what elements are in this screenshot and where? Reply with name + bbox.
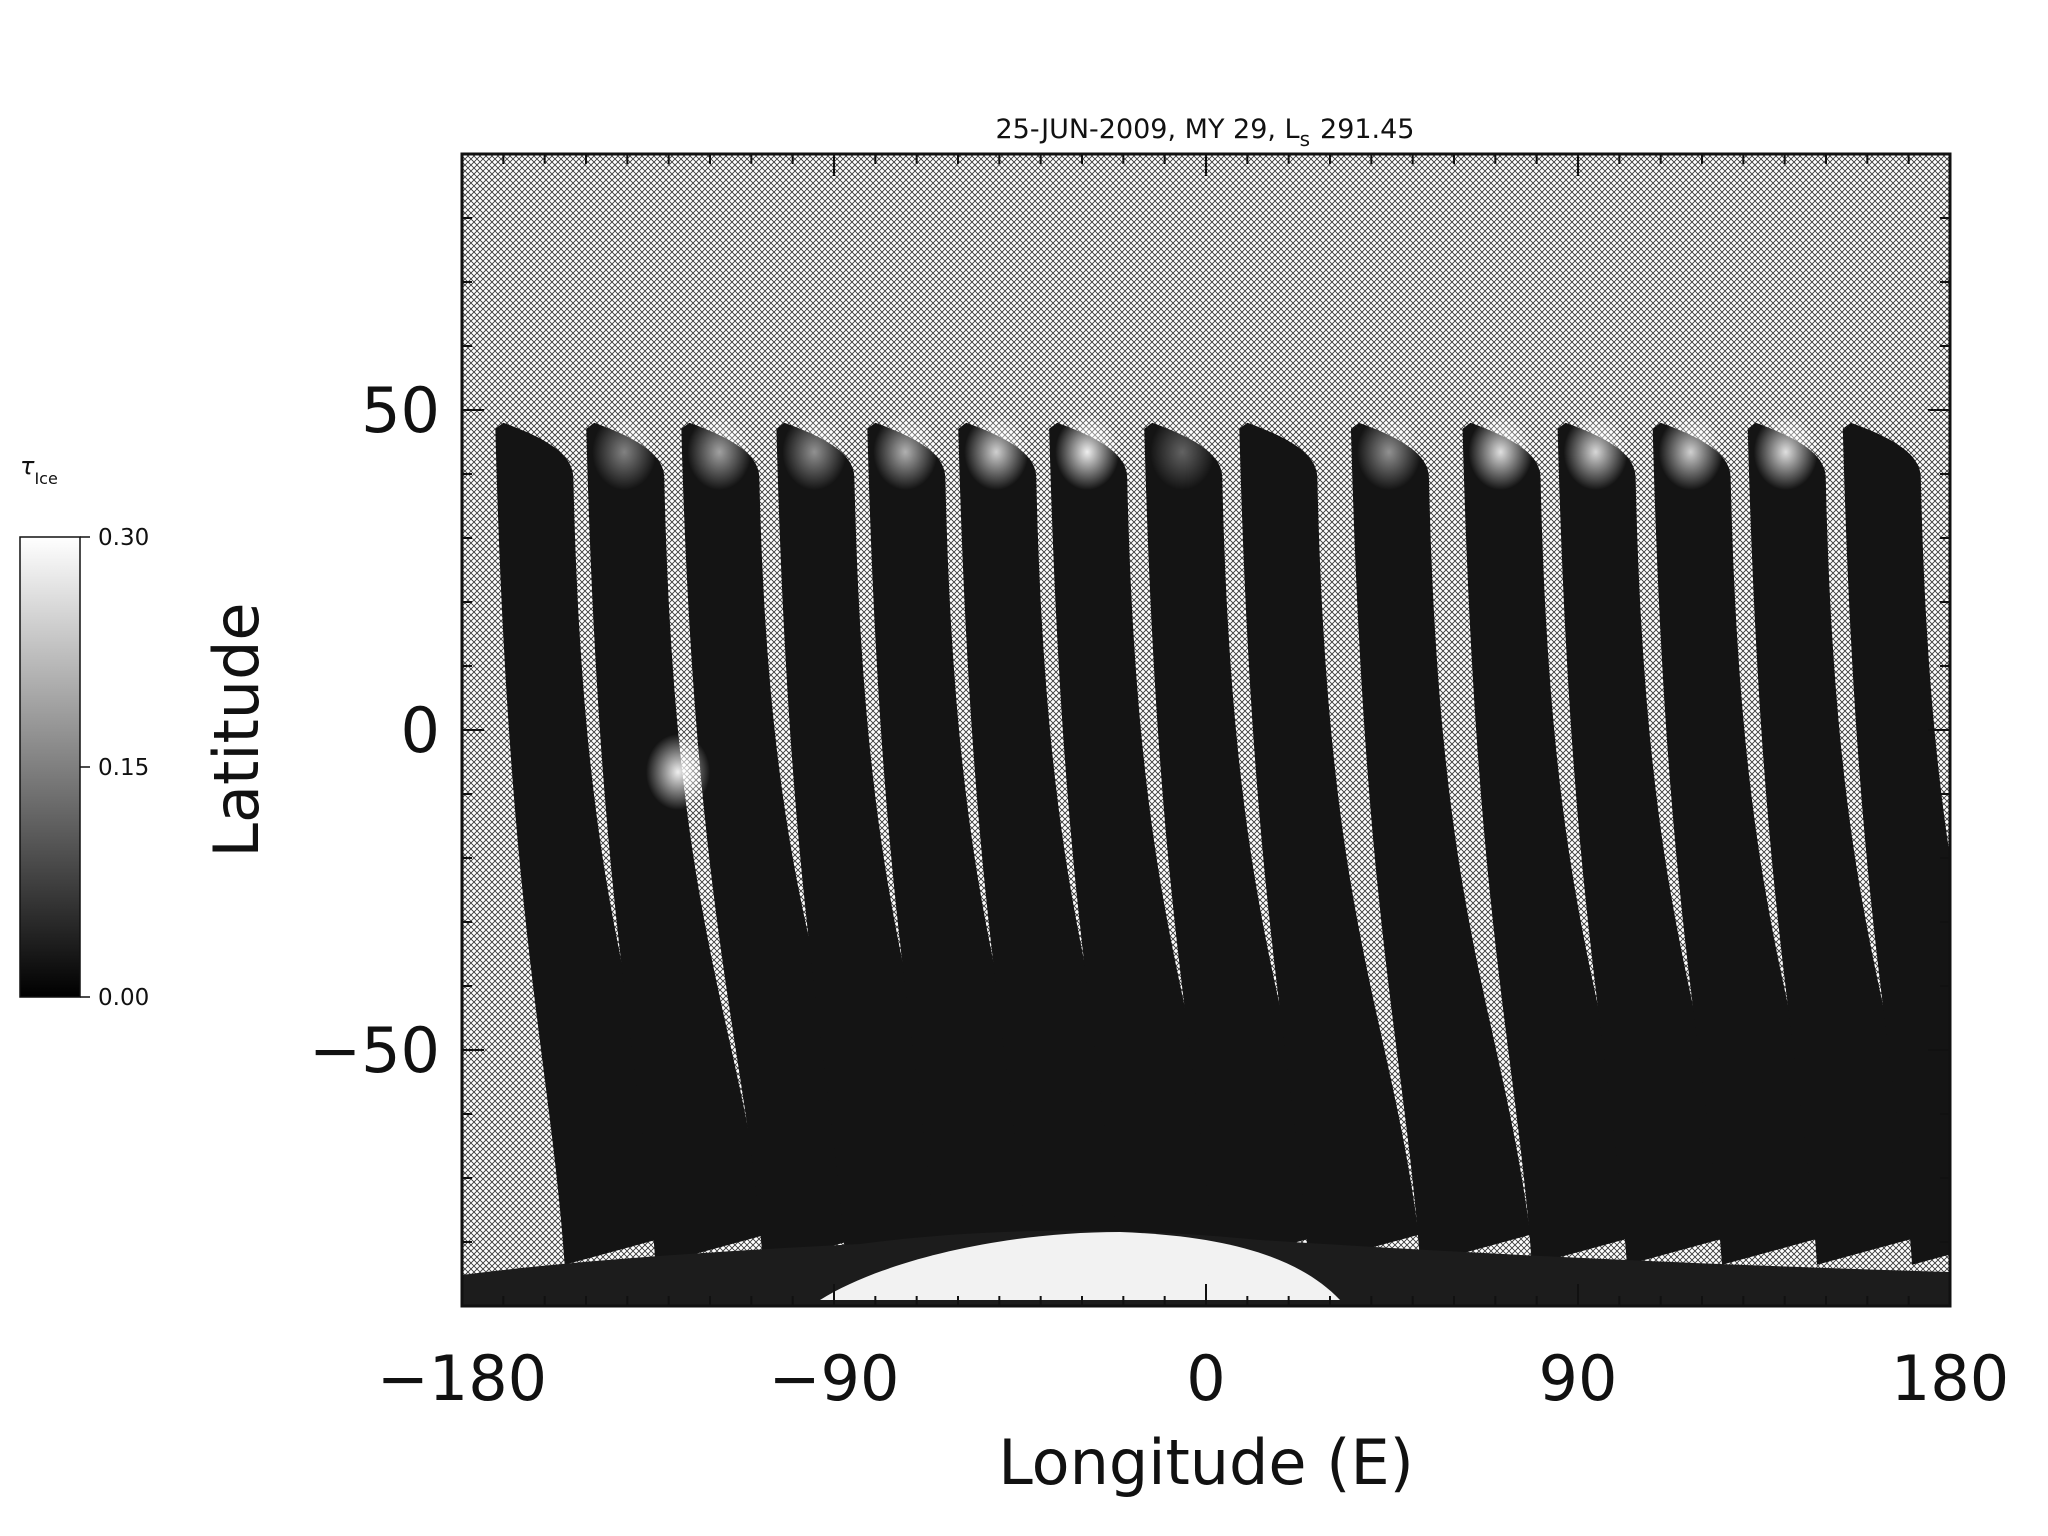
- swath-1: [495, 422, 675, 1265]
- swath-15: [1842, 422, 1950, 1265]
- x-tick-label: 0: [1186, 1342, 1225, 1415]
- bright-region-9: [1468, 414, 1533, 490]
- bright-region-1: [592, 414, 657, 490]
- swath-2: [586, 422, 766, 1265]
- y-tick-label: −50: [309, 1014, 440, 1087]
- swath-14: [1747, 422, 1928, 1265]
- bright-region-7: [1150, 414, 1215, 490]
- colorbar-symbol: τ: [20, 452, 35, 480]
- swath-6: [958, 422, 1138, 1265]
- swath-11: [1462, 422, 1642, 1265]
- swath-13: [1652, 422, 1832, 1265]
- polar-bright-ice: [820, 1232, 1340, 1300]
- swath-5: [867, 422, 1047, 1265]
- x-axis-label: Longitude (E): [998, 1426, 1414, 1499]
- y-tick-label: 50: [361, 374, 440, 447]
- colorbar-tick-label: 0.30: [98, 525, 149, 551]
- colorbar-label: τIce: [20, 452, 58, 488]
- y-axis-ticks: 50 0 −50: [309, 153, 1950, 1307]
- swath-4: [776, 422, 956, 1265]
- bright-region-3: [782, 414, 847, 490]
- title-subscript: s: [1300, 127, 1310, 151]
- bright-region-10: [1563, 414, 1628, 490]
- colorbar-gradient: [19, 536, 81, 998]
- plot-area: [462, 154, 1950, 1306]
- colorbar-tick-label: 0.00: [98, 985, 149, 1011]
- swath-9: [1239, 422, 1419, 1265]
- bright-region-12: [1753, 414, 1818, 490]
- x-axis-ticks: −180 −90 0 90 180: [377, 154, 2009, 1415]
- y-tick-label: 0: [401, 694, 440, 767]
- bright-region-6: [1055, 414, 1120, 490]
- swath-12: [1557, 422, 1737, 1265]
- bright-region-5: [964, 414, 1029, 490]
- x-tick-label: 90: [1539, 1342, 1618, 1415]
- colorbar-subscript: Ice: [34, 469, 57, 488]
- y-axis-label: Latitude: [200, 602, 273, 857]
- title-main: 25-JUN-2009, MY 29, L: [996, 114, 1300, 145]
- swath-10: [1350, 422, 1531, 1265]
- bright-region-11: [1658, 414, 1723, 490]
- colorbar: τIce 0.00 0.15 0.30: [19, 452, 149, 1011]
- bright-region-4: [873, 414, 938, 490]
- x-tick-label: −180: [377, 1342, 547, 1415]
- title-value: 291.45: [1320, 114, 1414, 145]
- x-tick-label: −90: [769, 1342, 900, 1415]
- swath-layer: [495, 422, 1950, 1265]
- chart-title: 25-JUN-2009, MY 29, Ls 291.45: [996, 114, 1415, 151]
- bright-region-8: [1356, 414, 1421, 490]
- swath-8: [1144, 422, 1324, 1265]
- colorbar-ticks: 0.00 0.15 0.30: [80, 525, 149, 1011]
- bright-region-2: [687, 414, 752, 490]
- x-tick-label: 180: [1891, 1342, 2009, 1415]
- swath-7: [1049, 422, 1229, 1265]
- colorbar-tick-label: 0.15: [98, 755, 149, 781]
- bright-region-13: [646, 734, 710, 810]
